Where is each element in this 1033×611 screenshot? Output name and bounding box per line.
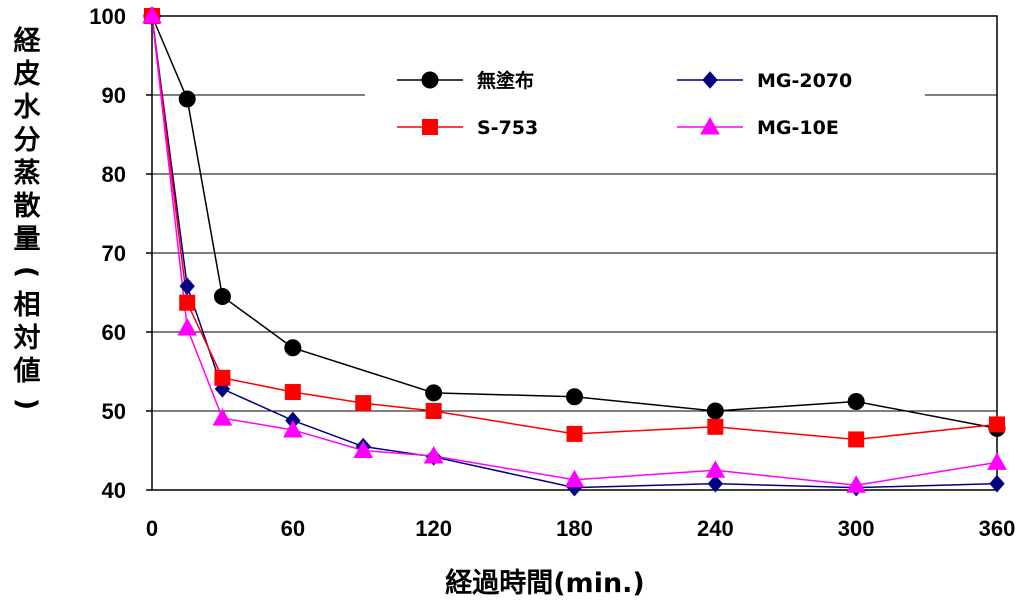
legend-marker — [421, 71, 439, 89]
data-point — [989, 474, 1005, 493]
data-point — [707, 418, 724, 435]
data-point — [142, 5, 162, 24]
y-axis-title-char: 分 — [14, 125, 41, 156]
data-point — [284, 384, 301, 401]
data-point — [706, 402, 724, 420]
y-axis-title-char: 蒸 — [14, 158, 41, 189]
data-point — [425, 403, 442, 419]
data-point — [214, 369, 231, 386]
x-tick-label: 180 — [556, 516, 593, 541]
data-point — [179, 294, 196, 311]
data-point — [353, 440, 374, 458]
data-point — [987, 452, 1007, 470]
y-tick-label: 40 — [102, 478, 126, 503]
data-point — [178, 90, 196, 108]
data-point — [282, 419, 303, 438]
series-line — [151, 15, 998, 441]
x-tick-label: 360 — [979, 516, 1016, 541]
y-tick-label: 80 — [102, 162, 126, 187]
data-point — [212, 408, 233, 426]
data-point — [177, 318, 198, 336]
data-point — [564, 469, 585, 488]
data-point — [355, 395, 372, 412]
data-point — [846, 475, 867, 493]
x-tick-label: 0 — [146, 516, 158, 541]
data-point — [423, 446, 444, 464]
x-tick-label: 120 — [415, 516, 452, 541]
y-tick-label: 90 — [102, 83, 126, 108]
data-point — [179, 277, 195, 295]
y-tick-label: 50 — [102, 399, 126, 424]
legend: 無塗布 S-753 MG-2070 MG-10E — [397, 69, 852, 139]
data-point — [213, 287, 231, 305]
tick-labels: 40 50 60 70 80 90 100 0 60 120 180 240 300 360 — [89, 4, 1015, 541]
data-point — [566, 425, 583, 442]
legend-label: MG-10E — [757, 117, 839, 139]
legend-marker — [702, 71, 718, 89]
legend-background — [365, 60, 925, 152]
y-tick-label: 100 — [89, 4, 126, 29]
legend-marker — [700, 116, 720, 135]
legend-label: 無塗布 — [477, 69, 534, 92]
data-point — [848, 431, 865, 448]
legend-box — [365, 60, 925, 152]
legend-marker — [422, 119, 438, 135]
y-axis-title-char: ) — [11, 398, 42, 410]
series-line — [151, 15, 998, 487]
y-tick-label: 70 — [102, 241, 126, 266]
y-axis-title-char: 量 — [14, 224, 41, 255]
x-tick-label: 240 — [697, 516, 734, 541]
y-axis-title-char: 値 — [13, 356, 41, 387]
y-axis-title-char: 散 — [14, 191, 41, 222]
y-axis-title-char: ( — [11, 266, 42, 278]
data-point — [989, 416, 1005, 433]
x-tick-label: 60 — [281, 516, 305, 541]
legend-label: S-753 — [477, 117, 538, 139]
x-axis-title: 経過時間(min.) — [445, 567, 645, 599]
data-point — [425, 384, 443, 402]
data-point — [566, 388, 583, 406]
y-tick-label: 60 — [102, 320, 126, 345]
legend-label: MG-2070 — [757, 70, 852, 92]
y-axis-title-char: 経 — [14, 25, 42, 57]
x-tick-label: 300 — [838, 516, 875, 541]
y-axis-title-char: 皮 — [14, 59, 41, 90]
y-axis-title-char: 対 — [14, 323, 41, 354]
series-line — [151, 15, 998, 489]
data-point — [284, 339, 302, 357]
data-point — [705, 460, 726, 478]
data-point — [707, 474, 723, 493]
y-axis-title-char: 相 — [14, 290, 41, 321]
y-axis-title-char: 水 — [14, 92, 42, 123]
data-point — [847, 393, 865, 411]
series-lines — [142, 5, 1007, 497]
